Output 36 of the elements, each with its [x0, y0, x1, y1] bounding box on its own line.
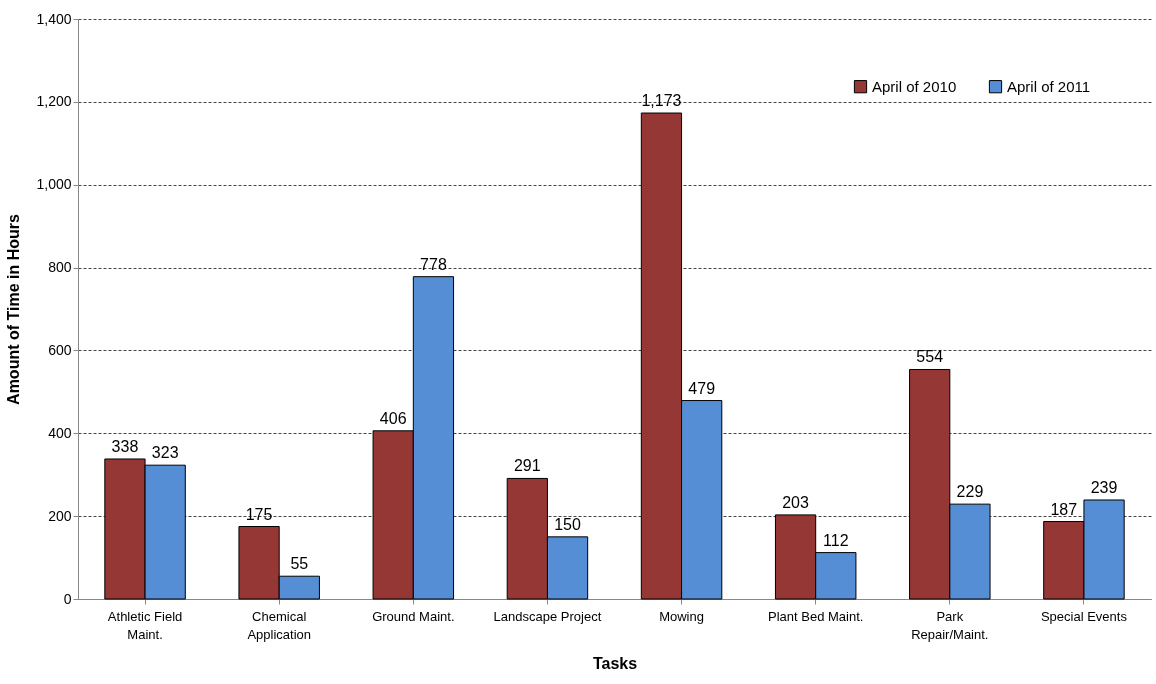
- y-tick-label: 0: [63, 590, 72, 607]
- y-axis-title: Amount of Time in Hours: [5, 213, 23, 405]
- data-label: 1,173: [641, 92, 682, 110]
- data-label: 554: [916, 348, 944, 366]
- y-tick-label: 600: [48, 341, 72, 358]
- y-tick-label: 400: [48, 424, 72, 441]
- x-axis-title: Tasks: [592, 654, 638, 672]
- data-label: 175: [245, 505, 273, 523]
- legend-label: April of 2011: [1007, 77, 1091, 95]
- data-label: 291: [513, 457, 541, 475]
- legend-label: April of 2010: [872, 77, 957, 95]
- data-label: 55: [290, 555, 309, 573]
- y-tick-label: 200: [48, 507, 72, 524]
- x-tick-label: Landscape Project: [493, 608, 602, 624]
- data-label: 479: [688, 379, 716, 397]
- x-tick-label: Special Events: [1040, 608, 1128, 624]
- data-label: 203: [782, 493, 810, 511]
- data-label: 778: [420, 255, 447, 273]
- data-label: 338: [111, 437, 139, 455]
- data-label: 323: [151, 444, 179, 462]
- y-tick-label: 800: [48, 259, 72, 276]
- data-label: 406: [379, 409, 407, 427]
- x-tick-label: Athletic Field Maint.: [107, 608, 183, 642]
- data-label: 239: [1090, 478, 1118, 496]
- data-label: 112: [823, 531, 849, 549]
- x-tick-label: Mowing: [659, 608, 704, 624]
- y-tick-label: 1,000: [36, 176, 72, 193]
- x-tick-label: Ground Maint.: [372, 608, 455, 624]
- data-label: 229: [956, 483, 984, 501]
- data-label: 187: [1050, 500, 1078, 518]
- x-tick-label: Plant Bed Maint.: [767, 608, 864, 624]
- y-tick-label: 1,200: [36, 93, 72, 110]
- y-tick-label: 1,400: [36, 10, 72, 27]
- x-tick-label: Park Repair/Maint.: [911, 608, 989, 642]
- data-label: 150: [554, 515, 581, 533]
- x-tick-label: Chemical Application: [247, 608, 311, 642]
